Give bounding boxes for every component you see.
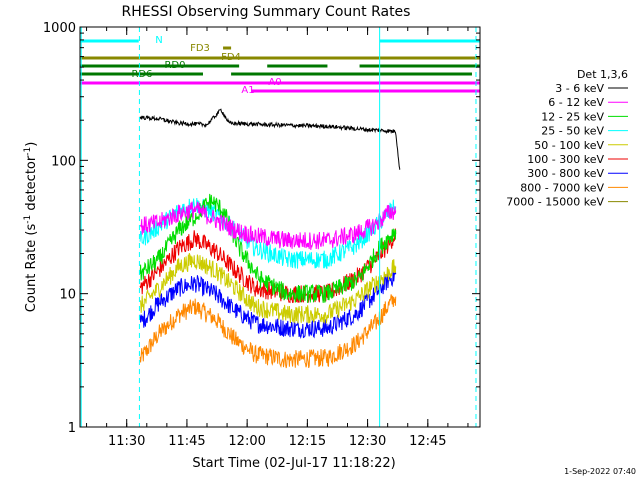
- legend-label: 7000 - 15000 keV: [506, 196, 604, 209]
- y-axis-label: Count Rate (s-1 detector-1): [23, 142, 39, 313]
- legend-label: 300 - 800 keV: [527, 167, 604, 180]
- y-tick-label: 1: [68, 421, 76, 436]
- legend-title: Det 1,3,6: [577, 68, 628, 81]
- generation-timestamp: 1-Sep-2022 07:40: [564, 467, 636, 476]
- series-line-100-300-keV: [139, 228, 397, 304]
- y-axis-label-sup2: -1: [23, 147, 33, 156]
- y-axis-label-main: Count Rate (s: [24, 224, 39, 313]
- series-line-25-50-keV: [139, 197, 397, 269]
- flag-label-A0: A0: [268, 77, 281, 88]
- x-tick-label: 11:30: [108, 434, 145, 449]
- flag-label-A1: A1: [241, 85, 254, 96]
- series-line-800-7000-keV: [139, 294, 397, 369]
- x-tick-label: 12:00: [228, 434, 265, 449]
- x-tick-label: 12:45: [409, 434, 446, 449]
- y-axis-label-end: ): [24, 142, 39, 147]
- series-line-300-800-keV: [139, 267, 397, 340]
- x-tick-label: 12:30: [349, 434, 386, 449]
- flag-label-RD6: RD6: [131, 69, 152, 80]
- legend-label: 800 - 7000 keV: [520, 181, 604, 194]
- y-axis-label-mid: detector: [24, 155, 39, 215]
- legend-label: 12 - 25 keV: [541, 110, 604, 123]
- series-line-12-25-keV: [139, 193, 397, 303]
- y-axis-label-sup1: -1: [23, 215, 33, 224]
- y-tick-label: 1000: [43, 21, 76, 36]
- axes: 11:30 11:45 12:00 12:15 12:30 12:45 1 10 100 1000: [43, 21, 480, 449]
- x-tick-label: 12:15: [289, 434, 326, 449]
- plot-frame: [79, 26, 481, 428]
- legend-label: 50 - 100 keV: [534, 139, 604, 152]
- flag-label-RD0: RD0: [164, 60, 185, 71]
- series-lines: [139, 108, 401, 369]
- series-line-6-12-keV: [139, 201, 397, 250]
- x-axis-label: Start Time (02-Jul-17 11:18:22): [192, 456, 395, 471]
- vertical-markers: [80, 27, 477, 427]
- chart-title: RHESSI Observing Summary Count Rates: [122, 4, 411, 20]
- y-tick-label: 100: [51, 154, 76, 169]
- legend-label: 25 - 50 keV: [541, 125, 604, 138]
- y-tick-label: 10: [59, 288, 76, 303]
- x-tick-label: 11:45: [168, 434, 205, 449]
- legend-label: 3 - 6 keV: [555, 82, 604, 95]
- flag-label-FD4: FD4: [221, 52, 241, 63]
- legend-label: 6 - 12 keV: [548, 96, 604, 109]
- series-line-3-6-keV: [139, 108, 401, 170]
- series-line-50-100-keV: [140, 252, 397, 324]
- flag-label-FD3: FD3: [190, 43, 210, 54]
- legend-label: 100 - 300 keV: [527, 153, 604, 166]
- flag-label-N: N: [155, 35, 162, 46]
